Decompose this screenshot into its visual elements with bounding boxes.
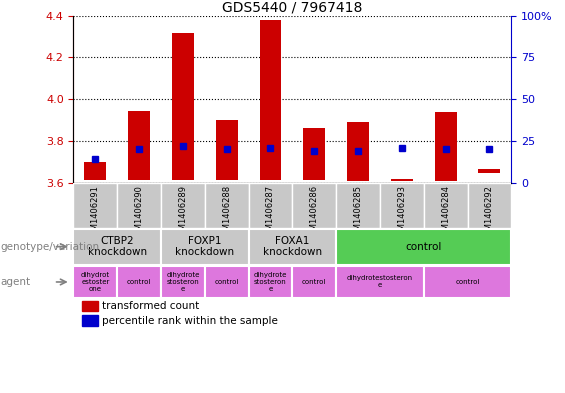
- Text: GSM1406287: GSM1406287: [266, 185, 275, 241]
- Bar: [82, 316, 98, 326]
- Bar: [479, 169, 501, 173]
- Text: percentile rank within the sample: percentile rank within the sample: [102, 316, 278, 326]
- Text: agent: agent: [1, 277, 31, 287]
- Bar: [434, 112, 457, 181]
- Bar: [205, 183, 249, 228]
- Text: GSM1406291: GSM1406291: [91, 185, 100, 241]
- Bar: [118, 183, 161, 228]
- Bar: [380, 183, 424, 228]
- Text: GSM1406286: GSM1406286: [310, 185, 319, 241]
- Text: FOXP1
knockdown: FOXP1 knockdown: [175, 236, 234, 257]
- Bar: [216, 120, 238, 180]
- Bar: [249, 266, 293, 298]
- Text: control: control: [127, 279, 151, 285]
- Text: dihydrote
stosteron
e: dihydrote stosteron e: [166, 272, 199, 292]
- Text: genotype/variation: genotype/variation: [1, 242, 99, 252]
- Bar: [336, 266, 424, 298]
- Title: GDS5440 / 7967418: GDS5440 / 7967418: [222, 0, 363, 15]
- Bar: [161, 229, 249, 264]
- Bar: [84, 162, 106, 180]
- Bar: [336, 183, 380, 228]
- Bar: [249, 229, 336, 264]
- Bar: [172, 33, 194, 180]
- Text: GSM1406293: GSM1406293: [397, 185, 406, 241]
- Bar: [468, 183, 511, 228]
- Text: control: control: [215, 279, 239, 285]
- Text: CTBP2
knockdown: CTBP2 knockdown: [88, 236, 147, 257]
- Bar: [391, 178, 413, 181]
- Bar: [161, 183, 205, 228]
- Bar: [424, 266, 511, 298]
- Text: GSM1406285: GSM1406285: [354, 185, 363, 241]
- Bar: [128, 111, 150, 180]
- Bar: [293, 183, 336, 228]
- Text: control: control: [406, 242, 442, 252]
- Bar: [249, 183, 293, 228]
- Text: GSM1406288: GSM1406288: [222, 185, 231, 241]
- Bar: [424, 183, 468, 228]
- Text: FOXA1
knockdown: FOXA1 knockdown: [263, 236, 322, 257]
- Bar: [73, 229, 161, 264]
- Text: GSM1406292: GSM1406292: [485, 185, 494, 241]
- Text: control: control: [455, 279, 480, 285]
- Bar: [293, 266, 336, 298]
- Bar: [205, 266, 249, 298]
- Bar: [336, 229, 511, 264]
- Bar: [73, 266, 118, 298]
- Text: dihydrot
estoster
one: dihydrot estoster one: [81, 272, 110, 292]
- Text: control: control: [302, 279, 327, 285]
- Text: dihydrote
stosteron
e: dihydrote stosteron e: [254, 272, 287, 292]
- Bar: [82, 301, 98, 311]
- Bar: [303, 129, 325, 180]
- Bar: [118, 266, 161, 298]
- Bar: [161, 266, 205, 298]
- Text: transformed count: transformed count: [102, 301, 199, 311]
- Text: GSM1406289: GSM1406289: [179, 185, 188, 241]
- Text: GSM1406290: GSM1406290: [134, 185, 144, 241]
- Bar: [259, 20, 281, 180]
- Text: GSM1406284: GSM1406284: [441, 185, 450, 241]
- Bar: [73, 183, 118, 228]
- Bar: [347, 122, 369, 181]
- Text: dihydrotestosteron
e: dihydrotestosteron e: [347, 275, 413, 288]
